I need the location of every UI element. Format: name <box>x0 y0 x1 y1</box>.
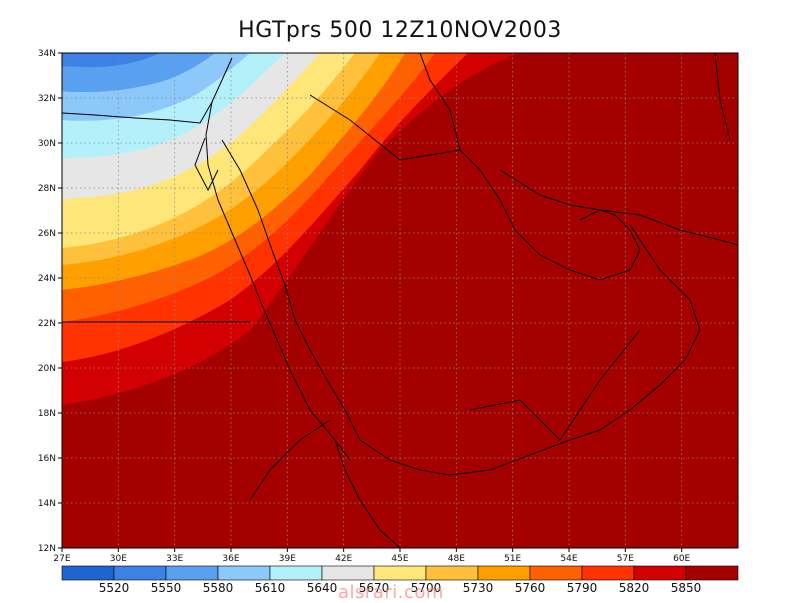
iran-coast <box>499 169 738 246</box>
lat-tick-label: 12N <box>38 544 56 554</box>
colorbar-swatch <box>425 565 479 581</box>
colorbar-swatch <box>113 565 167 581</box>
yemen-coast <box>359 429 601 476</box>
colorbar-swatch <box>373 565 427 581</box>
lon-tick-label: 36E <box>222 554 239 564</box>
iraq-border <box>309 94 461 161</box>
lat-tick-label: 18N <box>38 409 56 419</box>
colorbar-label-5820: 5820 <box>619 581 650 595</box>
sudan-ethiopia-border <box>249 419 331 501</box>
saudi-yemen-border <box>469 399 561 441</box>
lon-tick-label: 51E <box>504 554 521 564</box>
iran-iraq-border <box>419 53 461 151</box>
colorbar-label-5730: 5730 <box>463 581 494 595</box>
saudi-oman-border <box>559 329 641 441</box>
colorbar-swatch <box>269 565 323 581</box>
lon-tick-label: 45E <box>391 554 408 564</box>
coastlines-borders <box>62 53 738 548</box>
lat-tick-label: 16N <box>38 454 56 464</box>
africa-horn-coast <box>334 439 401 548</box>
lon-tick-label: 54E <box>560 554 577 564</box>
gulf-of-suez <box>194 137 219 192</box>
lat-lon-grid <box>62 53 738 548</box>
lat-tick-label: 24N <box>38 274 56 284</box>
colorbar-label-5850: 5850 <box>671 581 702 595</box>
colorbar-swatch <box>477 565 531 581</box>
east-borders <box>714 53 731 141</box>
colorbar-label-5610: 5610 <box>255 581 286 595</box>
colorbar: 5520 5550 5580 5610 5640 5670 5700 5730 5760 5790… <box>61 565 739 595</box>
colorbar-label-5790: 5790 <box>567 581 598 595</box>
colorbar-swatch <box>633 565 687 581</box>
lon-tick-label: 42E <box>335 554 352 564</box>
colorbar-label-5700: 5700 <box>411 581 442 595</box>
colorbar-label-5550: 5550 <box>151 581 182 595</box>
red-sea-east-coast <box>221 139 361 441</box>
colorbar-swatch <box>217 565 271 581</box>
lon-tick-label: 60E <box>673 554 690 564</box>
colorbar-swatch <box>685 565 739 581</box>
lon-tick-label: 30E <box>110 554 127 564</box>
colorbar-label-5760: 5760 <box>515 581 546 595</box>
colorbar-label-5670: 5670 <box>359 581 390 595</box>
colorbar-swatch <box>321 565 375 581</box>
high-center-s <box>545 480 635 548</box>
low-center-sw <box>70 510 170 548</box>
map-title: HGTprs 500 12Z10NOV2003 <box>238 18 562 43</box>
colorbar-label-5640: 5640 <box>307 581 338 595</box>
map-frame <box>61 52 739 549</box>
lat-tick-label: 30N <box>38 139 56 149</box>
watermark-text: alsrari.com <box>338 582 444 603</box>
lat-tick-label: 20N <box>38 364 56 374</box>
persian-gulf-coast <box>459 149 641 281</box>
lon-tick-label: 57E <box>617 554 634 564</box>
lon-tick-label: 39E <box>279 554 296 564</box>
mediterranean-coast <box>62 57 233 124</box>
colorbar-swatch <box>581 565 635 581</box>
lat-tick-label: 34N <box>38 49 56 59</box>
lon-tick-label: 33E <box>166 554 183 564</box>
colorbar-label-5580: 5580 <box>203 581 234 595</box>
colorbar-swatch <box>529 565 583 581</box>
lat-tick-label: 26N <box>38 229 56 239</box>
band-5520 <box>62 53 160 68</box>
red-sea-west-coast <box>205 101 351 461</box>
colorbar-label-5520: 5520 <box>99 581 130 595</box>
axes: 27E 30E 33E 36E 39E 42E 45E 48E 51E 54E 57E 60E 12N 1… <box>38 49 691 564</box>
oman-coast <box>599 224 701 431</box>
colorbar-swatch <box>165 565 219 581</box>
lon-tick-label: 27E <box>53 554 70 564</box>
lat-tick-label: 14N <box>38 499 56 509</box>
lat-tick-label: 28N <box>38 184 56 194</box>
lon-tick-label: 48E <box>448 554 465 564</box>
lat-tick-label: 22N <box>38 319 56 329</box>
lat-tick-label: 32N <box>38 94 56 104</box>
colorbar-swatch <box>61 565 115 581</box>
